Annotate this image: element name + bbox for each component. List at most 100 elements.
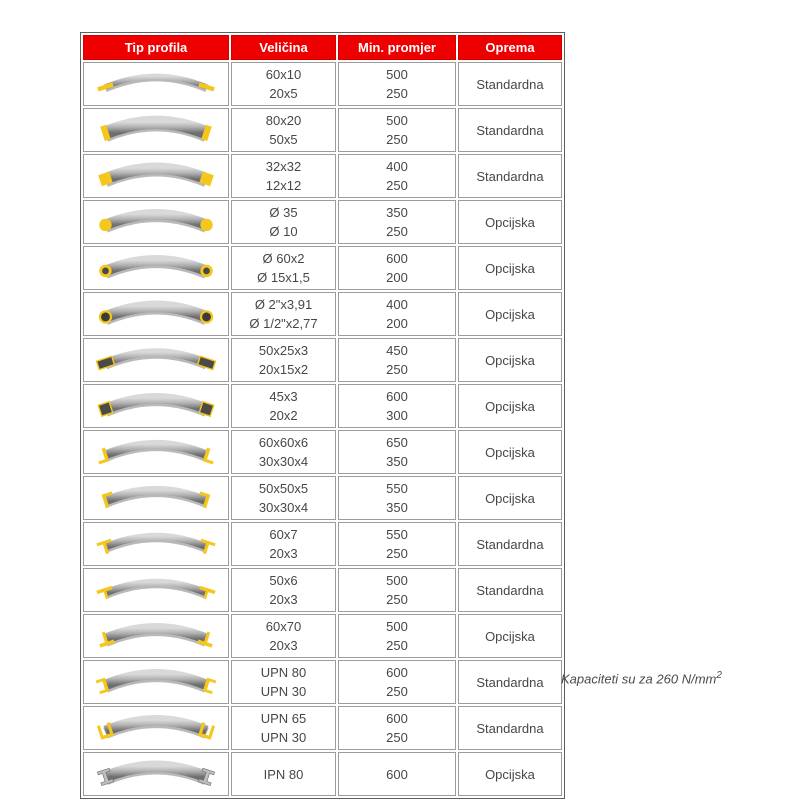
equipment-cell: Opcijska	[458, 430, 562, 474]
value-line: 200	[386, 270, 408, 285]
equipment-cell: Opcijska	[458, 246, 562, 290]
flat-bar-icon	[89, 63, 223, 102]
profile-image-cell	[83, 752, 229, 796]
size-cell: 50x50x5 30x30x4	[231, 476, 336, 520]
value-line: UPN 30	[260, 684, 307, 699]
equipment-cell: Opcijska	[458, 292, 562, 336]
equipment-cell: Opcijska	[458, 200, 562, 244]
value-line: 20x3	[269, 546, 298, 561]
size-cell: 45x3 20x2	[231, 384, 336, 428]
value-line: 450	[386, 343, 408, 358]
value-line: IPN 80	[263, 766, 304, 782]
value-line: 400	[386, 159, 408, 174]
value-line: 32x32	[265, 159, 302, 174]
min-diameter-cell: 500 250	[338, 568, 456, 612]
table-row: Ø 35 Ø 10 350 250 Opcijska	[83, 200, 562, 244]
min-diameter-cell: 400 200	[338, 292, 456, 336]
value-line: 250	[386, 132, 408, 147]
value-line: 12x12	[265, 178, 302, 193]
square-bar-icon	[89, 155, 223, 194]
value-line: 250	[386, 362, 408, 377]
equipment-cell: Standardna	[458, 660, 562, 704]
value-line: 400	[386, 297, 408, 312]
column-header-oprema: Oprema	[458, 35, 562, 60]
tee-icon	[89, 523, 223, 562]
equipment-cell: Standardna	[458, 108, 562, 152]
table-row: 50x25x3 20x15x2 450 250 Opcijska	[83, 338, 562, 382]
equipment-cell: Opcijska	[458, 476, 562, 520]
value-line: 600	[386, 389, 408, 404]
profile-image-cell	[83, 476, 229, 520]
min-diameter-cell: 600 250	[338, 706, 456, 750]
value-line: 500	[386, 113, 408, 128]
value-line: 50x50x5	[258, 481, 309, 496]
size-cell: UPN 65 UPN 30	[231, 706, 336, 750]
value-line: 250	[386, 224, 408, 239]
value-line: 550	[386, 481, 408, 496]
profile-image-cell	[83, 614, 229, 658]
capacity-note-text: Kapaciteti su za 260 N/mm	[561, 671, 717, 687]
table-row: 50x50x5 30x30x4 550 350 Opcijska	[83, 476, 562, 520]
size-cell: Ø 35 Ø 10	[231, 200, 336, 244]
ipn-icon	[89, 753, 223, 792]
min-diameter-cell: 500 250	[338, 62, 456, 106]
value-line: 60x10	[265, 67, 302, 82]
equipment-cell: Standardna	[458, 706, 562, 750]
value-line: 50x6	[269, 573, 298, 588]
column-header-min-promjer: Min. promjer	[338, 35, 456, 60]
value-line: UPN 30	[260, 730, 307, 745]
upn-up-icon	[89, 707, 223, 746]
min-diameter-cell: 450 250	[338, 338, 456, 382]
min-diameter-cell: 500 250	[338, 614, 456, 658]
profile-image-cell	[83, 660, 229, 704]
angle-in-icon	[89, 477, 223, 516]
value-line: Ø 35	[269, 205, 298, 220]
min-diameter-cell: 500 250	[338, 108, 456, 152]
value-line: Ø 15x1,5	[257, 270, 310, 285]
value-line: 20x15x2	[258, 362, 309, 377]
value-line: 250	[386, 546, 408, 561]
pipe-icon	[89, 293, 223, 332]
profile-image-cell	[83, 384, 229, 428]
table-header-row: Tip profila Veličina Min. promjer Oprema	[83, 35, 562, 60]
value-line: 650	[386, 435, 408, 450]
table-row: Ø 60x2 Ø 15x1,5 600 200 Opcijska	[83, 246, 562, 290]
table-row: IPN 80 600 Opcijska	[83, 752, 562, 796]
table-row: 60x7 20x3 550 250 Standardna	[83, 522, 562, 566]
equipment-cell: Opcijska	[458, 752, 562, 796]
value-line: UPN 80	[260, 665, 307, 680]
value-line: 250	[386, 730, 408, 745]
value-line: 60x60x6	[258, 435, 309, 450]
value-line: 550	[386, 527, 408, 542]
value-line: 500	[386, 67, 408, 82]
value-line: 250	[386, 178, 408, 193]
size-cell: 50x25x3 20x15x2	[231, 338, 336, 382]
value-line: 30x30x4	[258, 454, 309, 469]
profile-image-cell	[83, 246, 229, 290]
min-diameter-cell: 350 250	[338, 200, 456, 244]
round-tube-icon	[89, 247, 223, 286]
value-line: 300	[386, 408, 408, 423]
table-row: 60x60x6 30x30x4 650 350 Opcijska	[83, 430, 562, 474]
value-line: 20x5	[269, 86, 298, 101]
capacity-note: Kapaciteti su za 260 N/mm2	[561, 670, 722, 686]
column-header-veli-ina: Veličina	[231, 35, 336, 60]
table-row: 32x32 12x12 400 250 Standardna	[83, 154, 562, 198]
profile-image-cell	[83, 154, 229, 198]
table-row: 80x20 50x5 500 250 Standardna	[83, 108, 562, 152]
value-line: 350	[386, 500, 408, 515]
value-line: 600	[386, 766, 408, 782]
value-line: Ø 2"x3,91	[254, 297, 313, 312]
table-row: 50x6 20x3 500 250 Standardna	[83, 568, 562, 612]
square-tube-icon	[89, 385, 223, 424]
value-line: 30x30x4	[258, 500, 309, 515]
table-row: 60x10 20x5 500 250 Standardna	[83, 62, 562, 106]
value-line: 60x70	[265, 619, 302, 634]
equipment-cell: Opcijska	[458, 614, 562, 658]
min-diameter-cell: 400 250	[338, 154, 456, 198]
value-line: 600	[386, 711, 408, 726]
size-cell: Ø 60x2 Ø 15x1,5	[231, 246, 336, 290]
value-line: 500	[386, 573, 408, 588]
table-row: UPN 65 UPN 30 600 250 Standardna	[83, 706, 562, 750]
